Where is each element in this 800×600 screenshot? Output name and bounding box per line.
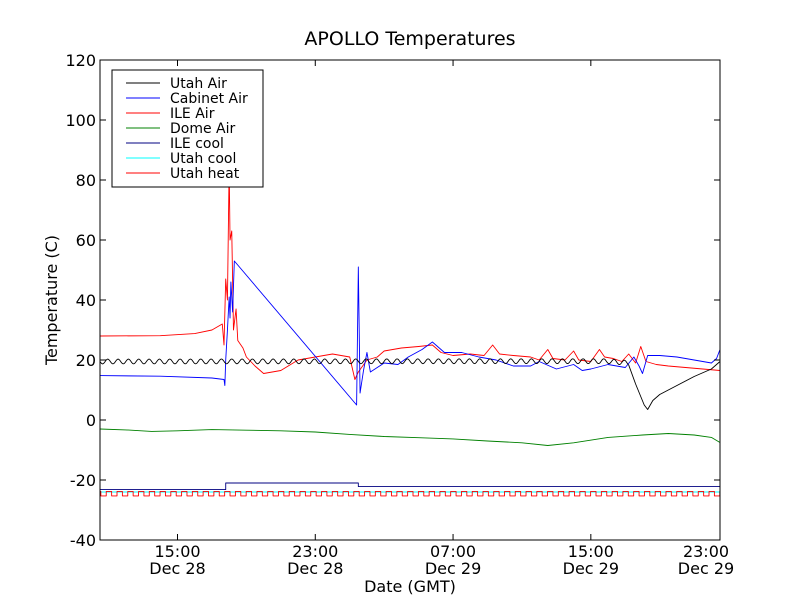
x-tick-date-label: Dec 29 bbox=[563, 559, 619, 578]
x-axis-label: Date (GMT) bbox=[364, 577, 456, 596]
x-tick-date-label: Dec 29 bbox=[678, 559, 734, 578]
y-axis: -40 -20 0 20 40 60 80 100 120 bbox=[65, 51, 720, 550]
x-tick-time-label: 15:00 bbox=[154, 542, 200, 561]
x-tick-date-label: Dec 28 bbox=[287, 559, 343, 578]
x-tick-date-label: Dec 29 bbox=[425, 559, 481, 578]
legend-label: Dome Air bbox=[170, 121, 236, 137]
y-axis-label: Temperature (C) bbox=[42, 235, 61, 366]
legend-label: ILE Air bbox=[170, 106, 215, 122]
chart-title: APOLLO Temperatures bbox=[304, 28, 515, 50]
y-tick-label: 80 bbox=[76, 171, 96, 190]
series-layer bbox=[100, 164, 720, 497]
y-tick-label: 0 bbox=[86, 411, 96, 430]
y-tick-label: 40 bbox=[76, 291, 96, 310]
series-line-ile-air bbox=[100, 164, 720, 380]
x-tick-time-label: 23:00 bbox=[292, 542, 338, 561]
series-line-cabinet-air bbox=[100, 260, 720, 406]
series-line-utah-heat bbox=[100, 490, 720, 497]
legend-label: Utah heat bbox=[170, 166, 240, 182]
y-tick-label: 20 bbox=[76, 351, 96, 370]
legend-label: ILE cool bbox=[170, 136, 224, 152]
series-line-utah-air bbox=[100, 358, 720, 410]
x-tick-time-label: 23:00 bbox=[683, 542, 729, 561]
legend-label: Utah Air bbox=[170, 76, 227, 92]
y-tick-label: 100 bbox=[65, 111, 96, 130]
y-tick-label: 120 bbox=[65, 51, 96, 70]
y-tick-label: -40 bbox=[70, 531, 96, 550]
x-tick-date-label: Dec 28 bbox=[149, 559, 205, 578]
x-tick-time-label: 15:00 bbox=[568, 542, 614, 561]
legend-label: Utah cool bbox=[170, 151, 236, 167]
series-line-ile-cool bbox=[100, 482, 720, 491]
legend-label: Cabinet Air bbox=[170, 91, 248, 107]
y-tick-label: 60 bbox=[76, 231, 96, 250]
y-tick-label: -20 bbox=[70, 471, 96, 490]
series-line-dome-air bbox=[100, 428, 720, 446]
x-tick-time-label: 07:00 bbox=[430, 542, 476, 561]
